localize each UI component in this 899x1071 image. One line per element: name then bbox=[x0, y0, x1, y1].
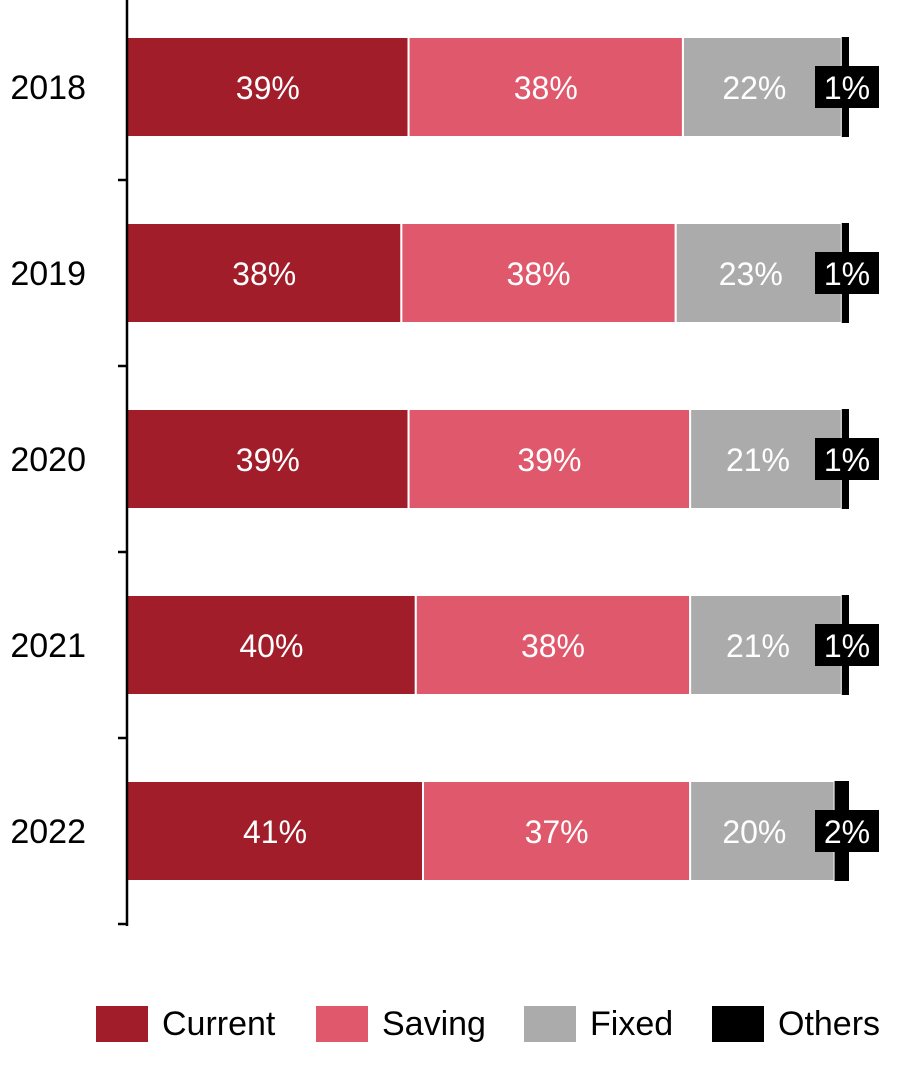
data-label-saving-2020: 39% bbox=[517, 442, 581, 478]
bar-fixed-2022 bbox=[689, 780, 836, 882]
bar-current-2018 bbox=[126, 36, 410, 138]
data-label-saving-2019: 38% bbox=[507, 256, 571, 292]
legend-swatch-current bbox=[96, 1006, 148, 1042]
data-label-fixed-2019: 23% bbox=[719, 256, 783, 292]
bar-saving-2018 bbox=[407, 36, 684, 138]
bar-current-2021 bbox=[126, 594, 417, 696]
data-label-others-2019: 1% bbox=[824, 256, 870, 292]
data-label-saving-2022: 37% bbox=[525, 814, 589, 850]
data-label-box-others-2021 bbox=[815, 624, 879, 666]
data-label-current-2022: 41% bbox=[243, 814, 307, 850]
data-label-box-others-2018 bbox=[815, 66, 879, 108]
legend-swatch-others bbox=[712, 1006, 764, 1042]
category-label-2022: 2022 bbox=[10, 813, 86, 851]
data-label-fixed-2020: 21% bbox=[726, 442, 790, 478]
legend-swatch-fixed bbox=[524, 1006, 576, 1042]
bar-current-2019 bbox=[126, 222, 403, 324]
labels-layer: 39% 38% 22% 1% 38% 38% 23% 1% 39% 39% 21% 1% 40% 38% 2… bbox=[232, 66, 879, 852]
category-label-2019: 2019 bbox=[10, 255, 86, 293]
bar-current-2022 bbox=[126, 780, 425, 882]
data-label-current-2018: 39% bbox=[236, 70, 300, 106]
bar-saving-2019 bbox=[400, 222, 677, 324]
data-label-saving-2021: 38% bbox=[521, 628, 585, 664]
legend-item-fixed: Fixed bbox=[524, 1002, 673, 1046]
data-label-others-2018: 1% bbox=[824, 70, 870, 106]
legend-item-saving: Saving bbox=[316, 1002, 486, 1046]
data-label-box-others-2019 bbox=[815, 252, 879, 294]
legend-item-current: Current bbox=[96, 1002, 275, 1046]
data-label-fixed-2021: 21% bbox=[726, 628, 790, 664]
legend-label-saving: Saving bbox=[382, 1004, 486, 1043]
data-label-current-2019: 38% bbox=[232, 256, 296, 292]
data-label-current-2020: 39% bbox=[236, 442, 300, 478]
data-label-others-2021: 1% bbox=[824, 628, 870, 664]
legend-swatch-saving bbox=[316, 1006, 368, 1042]
category-label-2018: 2018 bbox=[10, 69, 86, 107]
data-label-fixed-2018: 22% bbox=[722, 70, 786, 106]
bar-saving-2022 bbox=[422, 780, 692, 882]
category-axis: 2018 2019 2020 2021 2022 bbox=[10, 0, 129, 926]
data-label-others-2020: 1% bbox=[824, 442, 870, 478]
category-label-2021: 2021 bbox=[10, 627, 86, 665]
data-label-saving-2018: 38% bbox=[514, 70, 578, 106]
legend-label-others: Others bbox=[778, 1004, 881, 1043]
data-label-box-others-2020 bbox=[815, 438, 879, 480]
legend-item-others: Others bbox=[712, 1002, 880, 1046]
bar-fixed-2019 bbox=[674, 222, 843, 324]
legend: Current Saving Fixed Others bbox=[0, 1002, 899, 1046]
legend-label-current: Current bbox=[162, 1004, 276, 1043]
bar-current-2020 bbox=[126, 408, 410, 510]
data-label-fixed-2022: 20% bbox=[722, 814, 786, 850]
bar-saving-2020 bbox=[407, 408, 692, 510]
bar-saving-2021 bbox=[414, 594, 692, 696]
data-label-current-2021: 40% bbox=[239, 628, 303, 664]
category-label-2020: 2020 bbox=[10, 441, 86, 479]
data-label-others-2022: 2% bbox=[824, 814, 870, 850]
stacked-bar-chart: 39% 38% 22% 1% 38% 38% 23% 1% 39% 39% 21% 1% 40% 38% 2… bbox=[10, 0, 879, 926]
data-label-box-others-2022 bbox=[815, 810, 879, 852]
legend-label-fixed: Fixed bbox=[590, 1004, 674, 1043]
